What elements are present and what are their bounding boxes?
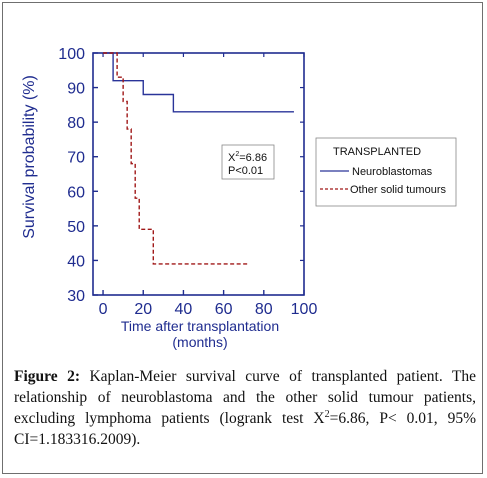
y-axis-label: Survival probability (%)	[21, 75, 38, 239]
y-tick-label: 100	[58, 46, 85, 63]
x-tick-label: 100	[291, 301, 318, 318]
caption-label: Figure 2:	[14, 368, 80, 385]
x-tick-label: 80	[255, 301, 273, 318]
x-tick-label: 0	[99, 301, 108, 318]
legend: TRANSPLANTED Neuroblastomas Other solid …	[315, 137, 457, 207]
legend-box	[315, 137, 457, 207]
x-tick-label: 20	[134, 301, 152, 318]
figure-frame	[2, 2, 483, 474]
annotation-chi-sup: 2	[235, 151, 239, 158]
x-axis-label-line2: (months)	[172, 334, 227, 350]
svg-text:X2=6.86: X2=6.86	[228, 151, 267, 164]
series-line-other-solid-tumours	[103, 52, 248, 265]
y-tick-label: 50	[67, 219, 85, 236]
x-tick-label: 40	[175, 301, 193, 318]
caption-text: Kaplan-Meier survival curve of transplan…	[14, 368, 476, 427]
km-chart: 30 40 50 60 70 80 90 100 0 20 40 60 80 100 Survival p…	[21, 46, 457, 350]
plot-frame	[92, 52, 305, 296]
legend-label-neuroblastomas: Neuroblastomas	[352, 166, 433, 178]
figure-caption: Figure 2: Kaplan-Meier survival curve of…	[14, 366, 476, 450]
y-tick-label: 30	[67, 288, 85, 305]
y-tick-label: 90	[67, 81, 85, 98]
legend-label-other-solid-tumours: Other solid tumours	[350, 184, 446, 196]
y-tick-label: 80	[67, 115, 85, 132]
annotation-chi-value: =6.86	[239, 152, 267, 164]
legend-title: TRANSPLANTED	[333, 146, 421, 158]
caption-superscript: 2	[324, 408, 330, 420]
y-tick-label: 60	[67, 184, 85, 201]
series-line-neuroblastomas	[103, 52, 294, 113]
y-tick-label: 70	[67, 150, 85, 167]
annotation-p-value: P<0.01	[228, 165, 263, 177]
x-axis-label-line1: Time after transplantation	[121, 318, 279, 334]
y-tick-label: 40	[67, 253, 85, 270]
x-tick-label: 60	[215, 301, 233, 318]
caption-text-end: =6.86, P< 0.01, 95% CI=1.183316.2009).	[14, 410, 476, 448]
annotation-chi-base: X	[228, 152, 236, 164]
stats-annotation: X2=6.86 P<0.01	[221, 144, 275, 180]
